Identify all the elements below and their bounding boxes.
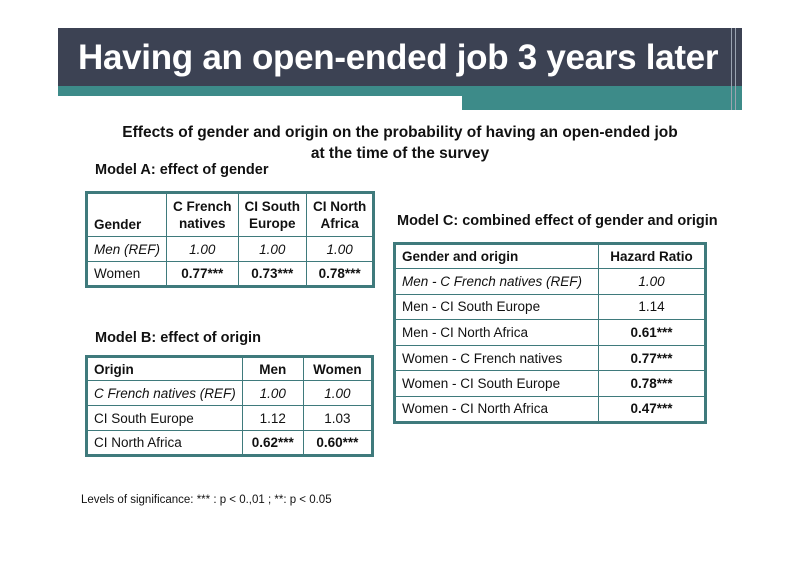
table-row: Women - CI North Africa 0.47***	[394, 395, 706, 423]
table-cell: 0.61***	[598, 319, 706, 346]
column-header-line: CI North	[313, 199, 367, 214]
significance-footnote: Levels of significance: *** : p < 0.,01 …	[81, 494, 332, 506]
column-header: Gender	[85, 192, 168, 237]
table-cell: 0.60***	[302, 430, 374, 456]
row-label: C French natives (REF)	[86, 380, 243, 406]
subtitle-line-1: Effects of gender and origin on the prob…	[122, 124, 678, 141]
header-divider-line	[731, 28, 732, 110]
table-row: Men - CI North Africa 0.61***	[394, 319, 706, 346]
header-bar	[58, 28, 742, 96]
table-cell: 1.12	[241, 405, 304, 431]
row-label: Men - CI South Europe	[394, 293, 599, 321]
column-header-line: CI South	[244, 199, 301, 214]
row-label: Men (REF)	[85, 236, 168, 262]
column-header: Gender and origin	[394, 243, 599, 269]
model-a-heading: Model A: effect of gender	[95, 162, 269, 178]
table-cell: 1.00	[302, 380, 374, 406]
model-b-table: Origin Men Women C French natives (REF) …	[85, 355, 374, 457]
table-row: Men - CI South Europe 1.14	[394, 293, 706, 321]
column-header: Hazard Ratio	[598, 243, 706, 269]
row-label: Men - CI North Africa	[394, 319, 599, 346]
table-cell: 0.47***	[598, 395, 706, 423]
row-label: Women - CI South Europe	[394, 370, 599, 397]
column-header: Origin	[86, 356, 243, 381]
table-cell: 0.78***	[598, 370, 706, 397]
column-header: Women	[302, 356, 374, 381]
table-header-row: Gender and origin Hazard Ratio	[394, 243, 706, 269]
table-row: C French natives (REF) 1.00 1.00	[86, 380, 374, 406]
column-header: Men	[241, 356, 304, 381]
table-cell: 1.00	[166, 236, 239, 262]
table-row: CI North Africa 0.62*** 0.60***	[86, 430, 374, 456]
table-cell: 0.73***	[237, 261, 308, 287]
table-cell: 0.77***	[598, 344, 706, 372]
table-cell: 1.14	[598, 293, 706, 321]
header-accent-bar	[58, 86, 742, 96]
table-cell: 1.00	[598, 268, 706, 295]
model-a-table: Gender C French natives CI South Europe …	[85, 191, 376, 288]
model-c-table: Gender and origin Hazard Ratio Men - C F…	[393, 242, 707, 424]
slide-title: Having an open-ended job 3 years later	[78, 38, 719, 77]
table-row: Men - C French natives (REF) 1.00	[394, 268, 706, 295]
table-cell: 1.00	[241, 380, 304, 406]
row-label: Women - C French natives	[394, 344, 599, 372]
table-row: Women 0.77*** 0.73*** 0.78***	[85, 261, 375, 287]
row-label: Women	[85, 261, 168, 287]
slide-subtitle: Effects of gender and origin on the prob…	[80, 122, 720, 164]
table-row: Women - C French natives 0.77***	[394, 344, 706, 372]
row-label: CI South Europe	[86, 405, 243, 431]
table-cell: 1.00	[237, 236, 308, 262]
model-b-heading: Model B: effect of origin	[95, 330, 261, 346]
column-header: CI North Africa	[306, 192, 375, 237]
table-cell: 0.78***	[306, 261, 375, 287]
subtitle-line-2: at the time of the survey	[310, 145, 490, 162]
table-cell: 1.00	[306, 236, 375, 262]
row-label: Women - CI North Africa	[394, 395, 599, 423]
table-row: Women - CI South Europe 0.78***	[394, 370, 706, 397]
row-label: Men - C French natives (REF)	[394, 268, 599, 295]
column-header: C French natives	[166, 192, 239, 237]
table-row: CI South Europe 1.12 1.03	[86, 405, 374, 431]
column-header-line: Europe	[249, 216, 296, 231]
table-header-row: Origin Men Women	[86, 356, 374, 381]
column-header-line: natives	[179, 216, 226, 231]
header-accent-tab	[462, 96, 742, 110]
table-cell: 0.77***	[166, 261, 239, 287]
column-header-line: C French	[173, 199, 232, 214]
column-header-line: Africa	[320, 216, 359, 231]
table-cell: 0.62***	[241, 430, 304, 456]
column-header: CI South Europe	[237, 192, 308, 237]
header-divider-line	[735, 28, 736, 110]
row-label: CI North Africa	[86, 430, 243, 456]
table-header-row: Gender C French natives CI South Europe …	[85, 192, 375, 237]
table-row: Men (REF) 1.00 1.00 1.00	[85, 236, 375, 262]
table-cell: 1.03	[302, 405, 374, 431]
model-c-heading: Model C: combined effect of gender and o…	[397, 213, 718, 229]
